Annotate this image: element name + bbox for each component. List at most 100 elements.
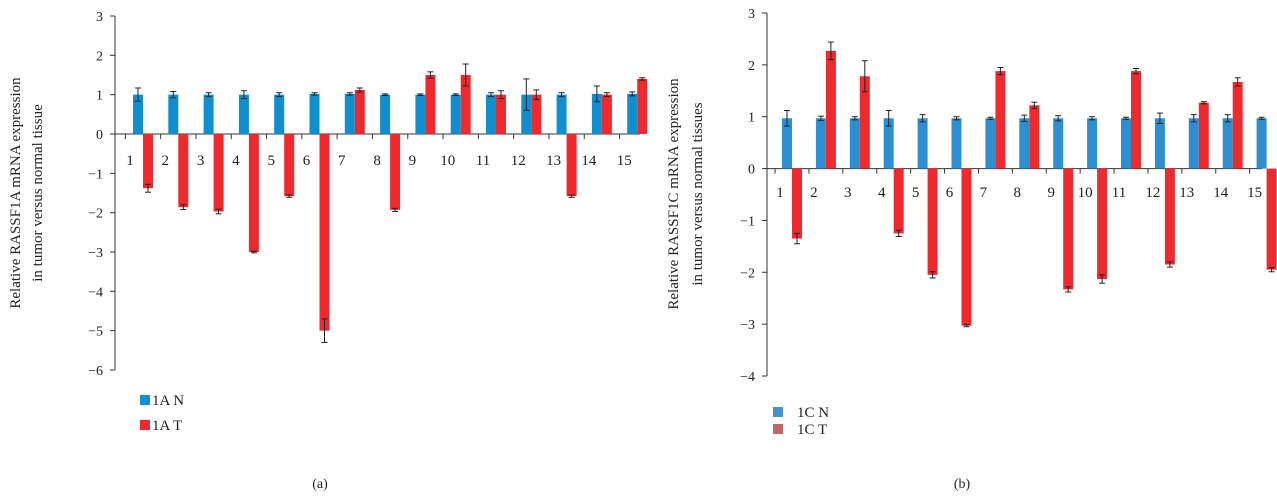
bar-1a-n-4	[238, 94, 249, 134]
x-category-label: 8	[373, 153, 381, 169]
x-category-label: 4	[878, 185, 886, 201]
legend-swatch	[773, 407, 783, 417]
bar-1a-n-10	[450, 94, 461, 134]
x-category-label: 15	[1247, 185, 1262, 201]
x-category-label: 14	[1213, 185, 1229, 201]
bar-1a-t-13	[566, 134, 577, 197]
x-category-label: 2	[162, 153, 170, 169]
bar-1c-t-15	[1266, 168, 1277, 270]
x-category-label: 13	[1179, 185, 1194, 201]
y-tick-label: −3	[740, 318, 755, 333]
bar-1a-t-6	[319, 134, 330, 331]
bar-1a-n-12	[521, 94, 532, 134]
y-tick-label: 1	[748, 111, 755, 126]
x-category-label: 9	[1047, 185, 1055, 201]
bar-1a-n-13	[556, 94, 567, 134]
bar-1a-t-4	[248, 134, 259, 252]
x-category-label: 10	[440, 153, 455, 169]
bar-1a-n-2	[168, 94, 179, 134]
bar-1c-t-14	[1232, 81, 1243, 169]
bar-1c-n-1	[782, 118, 792, 169]
panel-caption: (a)	[312, 477, 328, 492]
legend-swatch	[773, 424, 783, 434]
bar-1a-t-8	[390, 134, 401, 210]
y-tick-label: −4	[88, 285, 103, 300]
bar-1a-t-14	[601, 94, 612, 134]
y-tick-label: 2	[96, 49, 103, 64]
legend-label: 1C T	[797, 422, 827, 438]
y-tick-label: −2	[88, 207, 103, 222]
bar-1a-t-12	[531, 94, 542, 134]
x-category-label: 14	[581, 153, 597, 169]
bar-1c-n-5	[917, 118, 928, 169]
y-tick-label: −2	[740, 266, 755, 281]
bar-1c-t-9	[1063, 168, 1074, 290]
bar-1a-n-11	[486, 94, 496, 134]
x-category-label: 7	[980, 185, 988, 201]
bar-1a-n-8	[380, 94, 391, 134]
x-category-label: 12	[511, 153, 526, 169]
bar-1c-t-5	[927, 168, 938, 275]
bar-1a-n-15	[627, 93, 638, 134]
x-category-label: 11	[1112, 185, 1126, 201]
y-tick-label: −6	[88, 364, 103, 379]
bar-1c-n-14	[1222, 118, 1233, 169]
y-tick-label: −5	[88, 325, 103, 340]
bar-1c-t-3	[859, 76, 870, 169]
bar-1c-n-4	[883, 118, 894, 169]
bar-1a-t-11	[496, 94, 506, 134]
y-axis-label: Relative RASSF1C mRNA expression	[666, 78, 682, 310]
bar-1c-n-8	[1019, 118, 1030, 169]
x-category-label: 10	[1078, 185, 1093, 201]
bar-1a-t-15	[637, 78, 648, 134]
legend-swatch	[140, 395, 150, 405]
bar-1c-n-15	[1256, 118, 1267, 169]
bar-1a-t-2	[178, 134, 189, 208]
y-tick-label: 2	[748, 59, 755, 74]
legend-label: 1C N	[797, 405, 829, 421]
y-axis-label: Relative RASSF1A mRNA expression	[8, 77, 24, 309]
bar-1a-n-5	[274, 94, 285, 134]
x-category-label: 15	[617, 153, 632, 169]
y-tick-label: −3	[88, 246, 103, 261]
x-category-label: 6	[946, 185, 954, 201]
bar-1a-n-1	[133, 94, 143, 134]
legend-swatch	[140, 420, 150, 430]
y-tick-label: 3	[96, 10, 103, 25]
bar-1c-n-7	[985, 118, 996, 169]
x-category-label: 11	[476, 153, 490, 169]
x-category-label: 12	[1145, 185, 1160, 201]
bar-1c-t-1	[792, 168, 802, 239]
bar-1c-n-9	[1053, 118, 1064, 169]
bar-1a-n-14	[591, 93, 602, 134]
bar-1a-n-6	[309, 93, 320, 134]
y-axis-label: in tumor versus normal tissues	[690, 102, 706, 285]
x-category-label: 13	[546, 153, 561, 169]
x-category-label: 8	[1014, 185, 1022, 201]
x-category-label: 5	[267, 153, 275, 169]
legend-label: 1A T	[152, 418, 182, 434]
x-category-label: 1	[776, 185, 784, 201]
x-category-label: 9	[409, 153, 417, 169]
bar-1a-n-9	[415, 94, 426, 134]
x-category-label: 4	[232, 153, 240, 169]
bar-1a-t-9	[425, 75, 436, 134]
bar-1a-t-10	[460, 75, 471, 134]
bar-1a-n-7	[344, 93, 355, 134]
bar-1c-t-6	[961, 168, 972, 326]
legend-label: 1A N	[152, 393, 184, 409]
bar-1c-t-8	[1029, 105, 1040, 169]
bar-1a-t-1	[143, 134, 153, 189]
bar-1c-n-10	[1087, 118, 1098, 169]
bar-1c-t-2	[825, 50, 836, 169]
bar-1c-n-6	[951, 118, 962, 169]
y-axis-label: in tumor versus normal tissue	[30, 104, 46, 282]
bar-1c-t-13	[1198, 102, 1209, 169]
x-category-label: 3	[197, 153, 205, 169]
x-category-label: 7	[338, 153, 346, 169]
x-category-label: 6	[303, 153, 311, 169]
bar-1a-t-3	[213, 134, 224, 212]
y-tick-label: −1	[88, 167, 103, 182]
bar-1a-n-3	[203, 94, 214, 134]
